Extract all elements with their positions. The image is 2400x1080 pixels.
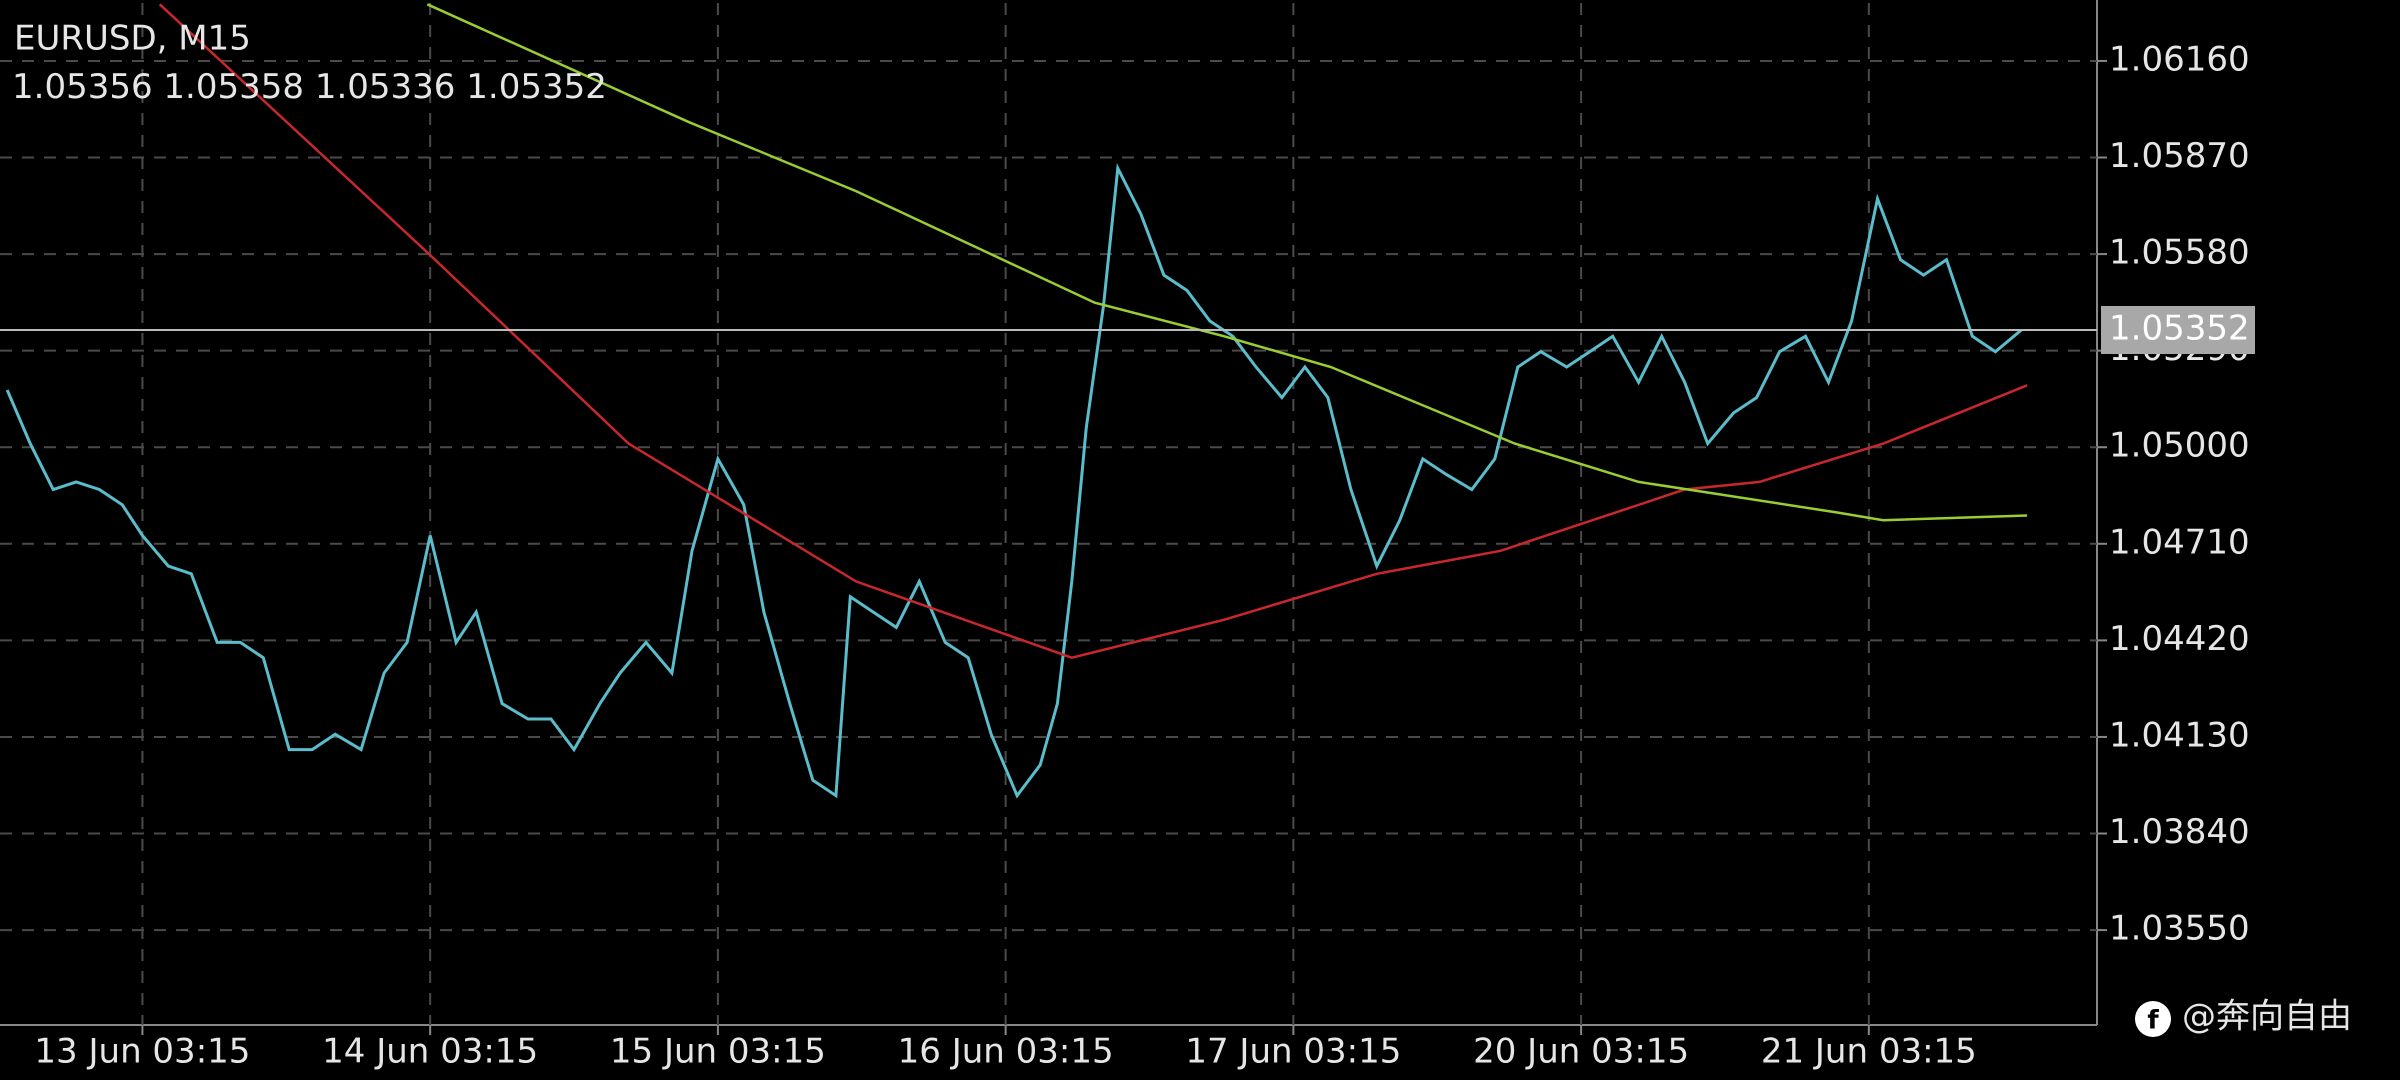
watermark: @奔向自由 <box>2182 997 2352 1037</box>
ohlc-value: 1.05358 <box>163 67 304 107</box>
x-tick-label: 20 Jun 03:15 <box>1473 1032 1689 1072</box>
y-tick-label: 1.04710 <box>2109 522 2250 562</box>
y-tick-label: 1.05870 <box>2109 136 2250 176</box>
x-tick-label: 13 Jun 03:15 <box>34 1032 250 1072</box>
price-label: 1.05352 <box>2109 309 2250 349</box>
x-tick-label: 15 Jun 03:15 <box>610 1032 826 1072</box>
x-tick-label: 14 Jun 03:15 <box>322 1032 538 1072</box>
ohlc-value: 1.05352 <box>466 67 607 107</box>
series-line <box>158 3 2028 660</box>
x-tick-label: 17 Jun 03:15 <box>1185 1032 1401 1072</box>
y-tick-label: 1.04420 <box>2109 619 2250 659</box>
y-tick-label: 1.04130 <box>2109 715 2250 755</box>
y-tick-label: 1.05000 <box>2109 426 2250 466</box>
ohlc-value: 1.05356 <box>12 67 153 107</box>
y-tick-label: 1.03550 <box>2109 909 2250 949</box>
watermark-icon: f <box>2135 1001 2171 1037</box>
y-tick-label: 1.06160 <box>2109 39 2250 79</box>
series-line <box>5 162 2023 799</box>
x-tick-label: 16 Jun 03:15 <box>898 1032 1114 1072</box>
x-tick-label: 21 Jun 03:15 <box>1761 1032 1977 1072</box>
series-line <box>426 3 2028 522</box>
price-label-box <box>2101 306 2255 355</box>
ohlc-header: 1.05356 1.05358 1.05336 1.05352 <box>12 67 607 107</box>
svg-text:f: f <box>2147 1006 2159 1036</box>
y-tick-label: 1.05580 <box>2109 233 2250 273</box>
ohlc-value: 1.05336 <box>315 67 456 107</box>
y-tick-label: 1.03840 <box>2109 812 2250 852</box>
chart-title: EURUSD, M15 <box>14 19 251 59</box>
